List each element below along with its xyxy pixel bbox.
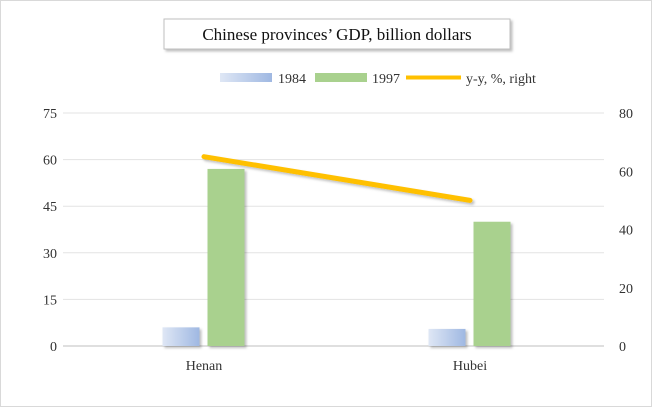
right-tick-label: 0 <box>619 340 626 355</box>
bars <box>162 168 511 346</box>
left-tick-label: 0 <box>50 340 57 355</box>
legend-label-1997: 1997 <box>372 72 400 87</box>
chart-title: Chinese provinces’ GDP, billion dollars <box>202 25 471 44</box>
left-tick-label: 75 <box>43 107 57 122</box>
legend-swatch-1997 <box>315 73 367 82</box>
chart-title-background <box>163 18 511 50</box>
right-tick-label: 80 <box>619 107 633 122</box>
left-tick-label: 30 <box>43 247 57 262</box>
line-series <box>201 154 473 203</box>
bar-1984-henan <box>162 327 200 346</box>
left-tick-label: 45 <box>43 200 57 215</box>
left-axis: 0 15 30 45 60 75 <box>43 107 57 355</box>
right-tick-label: 20 <box>619 282 633 297</box>
gridlines <box>63 112 604 347</box>
left-tick-label: 15 <box>43 293 57 308</box>
line-yy <box>201 154 473 203</box>
category-label-hubei: Hubei <box>453 359 487 374</box>
bar-1997-hubei <box>473 221 511 346</box>
bar-1997-henan <box>207 168 245 346</box>
legend-label-yy: y-y, %, right <box>466 72 536 87</box>
chart-title-box: Chinese provinces’ GDP, billion dollars <box>163 18 511 50</box>
legend: 1984 1997 y-y, %, right <box>220 72 536 87</box>
bar-1984-hubei <box>428 328 466 346</box>
category-axis: Henan Hubei <box>186 359 487 374</box>
right-axis: 0 20 40 60 80 <box>619 107 633 355</box>
left-tick-label: 60 <box>43 154 57 169</box>
legend-swatch-1984 <box>220 73 272 82</box>
right-tick-label: 40 <box>619 224 633 239</box>
legend-label-1984: 1984 <box>278 72 306 87</box>
right-tick-label: 60 <box>619 165 633 180</box>
category-label-henan: Henan <box>186 359 223 374</box>
